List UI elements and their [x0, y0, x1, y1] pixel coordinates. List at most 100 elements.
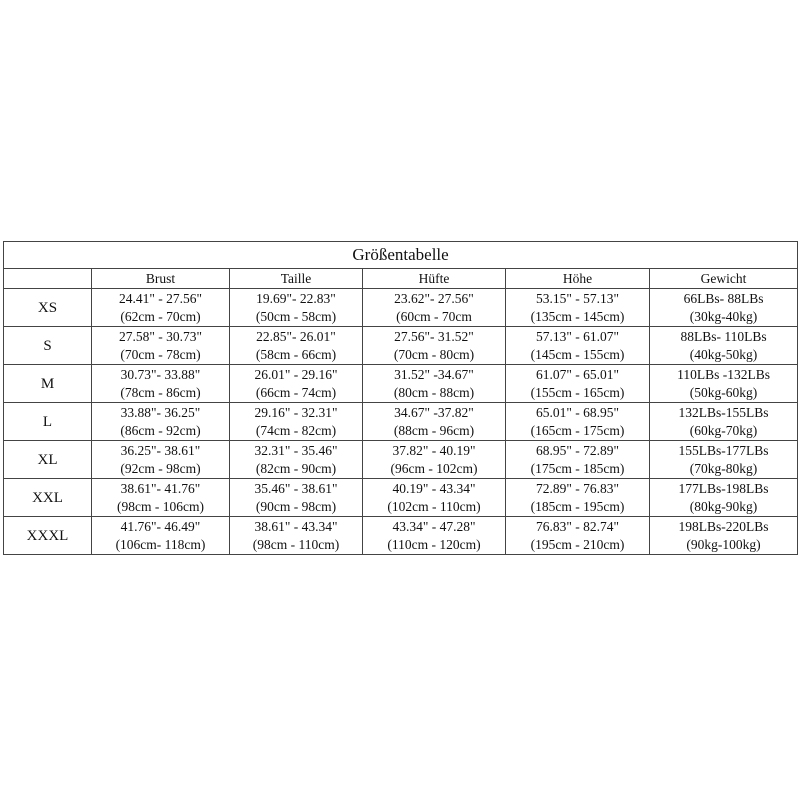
huefte-metric: (70cm - 80cm): [393, 346, 475, 362]
table-title: Größentabelle: [2, 241, 798, 269]
cell-gewicht: 155LBs-177LBs (70kg-80kg): [648, 440, 798, 479]
brust-metric: (106cm- 118cm): [115, 536, 206, 552]
taille-inches: 29.16" - 32.31": [254, 404, 338, 420]
cell-hoehe: 53.15" - 57.13" (135cm - 145cm): [505, 288, 650, 327]
taille-inches: 26.01" - 29.16": [254, 366, 338, 382]
hoehe-metric: (135cm - 145cm): [530, 308, 625, 324]
cell-huefte: 27.56"- 31.52" (70cm - 80cm): [362, 326, 506, 365]
cell-hoehe: 68.95" - 72.89" (175cm - 185cm): [505, 440, 650, 479]
size-label: L: [3, 402, 92, 441]
brust-inches: 24.41" - 27.56": [118, 290, 203, 306]
huefte-inches: 43.34" - 47.28": [392, 518, 476, 534]
gewicht-inches: 88LBs- 110LBs: [680, 328, 767, 344]
size-chart-table: Größentabelle Brust Taille Hüfte Höhe Ge…: [2, 241, 798, 555]
brust-metric: (78cm - 86cm): [120, 384, 201, 400]
size-label: S: [3, 326, 92, 365]
table-row: XL 36.25"- 38.61" (92cm - 98cm) 32.31" - 35…: [3, 440, 798, 479]
gewicht-metric: (70kg-80kg): [689, 460, 758, 476]
cell-gewicht: 110LBs -132LBs (50kg-60kg): [648, 364, 798, 403]
huefte-inches: 37.82" - 40.19": [392, 442, 476, 458]
huefte-metric: (102cm - 110cm): [387, 498, 481, 514]
huefte-metric: (80cm - 88cm): [393, 384, 475, 400]
taille-inches: 35.46" - 38.61": [254, 480, 338, 496]
gewicht-metric: (30kg-40kg): [689, 308, 758, 324]
header-brust: Brust: [91, 268, 230, 289]
gewicht-inches: 177LBs-198LBs: [678, 480, 769, 496]
cell-taille: 35.46" - 38.61" (90cm - 98cm): [229, 478, 363, 517]
cell-hoehe: 57.13" - 61.07" (145cm - 155cm): [505, 326, 650, 365]
gewicht-inches: 155LBs-177LBs: [678, 442, 769, 458]
cell-brust: 38.61"- 41.76" (98cm - 106cm): [91, 478, 230, 517]
brust-metric: (86cm - 92cm): [120, 422, 201, 438]
cell-huefte: 37.82" - 40.19" (96cm - 102cm): [362, 440, 506, 479]
cell-huefte: 43.34" - 47.28" (110cm - 120cm): [362, 516, 506, 555]
brust-metric: (62cm - 70cm): [120, 308, 201, 324]
gewicht-metric: (50kg-60kg): [689, 384, 758, 400]
cell-gewicht: 66LBs- 88LBs (30kg-40kg): [648, 288, 798, 327]
huefte-metric: (60cm - 70cm: [396, 308, 472, 324]
huefte-inches: 40.19" - 43.34": [392, 480, 476, 496]
hoehe-metric: (195cm - 210cm): [530, 536, 625, 552]
brust-metric: (98cm - 106cm): [117, 498, 204, 514]
table-row: XXL 38.61"- 41.76" (98cm - 106cm) 35.46" - …: [3, 478, 798, 517]
taille-metric: (50cm - 58cm): [255, 308, 337, 324]
cell-brust: 36.25"- 38.61" (92cm - 98cm): [91, 440, 230, 479]
cell-taille: 19.69"- 22.83" (50cm - 58cm): [229, 288, 363, 327]
table-row: M 30.73"- 33.88" (78cm - 86cm) 26.01" - 29.…: [3, 364, 798, 403]
cell-huefte: 34.67" -37.82" (88cm - 96cm): [362, 402, 506, 441]
brust-inches: 33.88"- 36.25": [120, 404, 201, 420]
cell-hoehe: 61.07" - 65.01" (155cm - 165cm): [505, 364, 650, 403]
size-label: XXXL: [3, 516, 92, 555]
cell-gewicht: 198LBs-220LBs (90kg-100kg): [648, 516, 798, 555]
header-row: Brust Taille Hüfte Höhe Gewicht: [3, 268, 798, 289]
huefte-metric: (96cm - 102cm): [390, 460, 478, 476]
brust-inches: 36.25"- 38.61": [120, 442, 201, 458]
table-row: XXXL 41.76"- 46.49" (106cm- 118cm) 38.61" -…: [3, 516, 798, 555]
hoehe-inches: 53.15" - 57.13": [535, 290, 620, 306]
hoehe-metric: (175cm - 185cm): [530, 460, 625, 476]
brust-inches: 30.73"- 33.88": [120, 366, 201, 382]
table-row: XS 24.41" - 27.56" (62cm - 70cm) 19.69"- 22…: [3, 288, 798, 327]
taille-inches: 22.85"- 26.01": [256, 328, 336, 344]
cell-taille: 38.61" - 43.34" (98cm - 110cm): [229, 516, 363, 555]
gewicht-metric: (80kg-90kg): [689, 498, 758, 514]
cell-brust: 27.58" - 30.73" (70cm - 78cm): [91, 326, 230, 365]
header-size: [3, 268, 92, 289]
cell-taille: 22.85"- 26.01" (58cm - 66cm): [229, 326, 363, 365]
size-label: M: [3, 364, 92, 403]
cell-huefte: 23.62"- 27.56" (60cm - 70cm: [362, 288, 506, 327]
taille-inches: 19.69"- 22.83": [256, 290, 336, 306]
gewicht-inches: 110LBs -132LBs: [677, 366, 770, 382]
taille-metric: (58cm - 66cm): [255, 346, 337, 362]
header-taille: Taille: [229, 268, 363, 289]
huefte-metric: (88cm - 96cm): [393, 422, 475, 438]
size-label: XL: [3, 440, 92, 479]
gewicht-inches: 132LBs-155LBs: [678, 404, 769, 420]
hoehe-inches: 76.83" - 82.74": [535, 518, 620, 534]
cell-huefte: 40.19" - 43.34" (102cm - 110cm): [362, 478, 506, 517]
hoehe-inches: 68.95" - 72.89": [535, 442, 620, 458]
size-label: XS: [3, 288, 92, 327]
gewicht-inches: 66LBs- 88LBs: [683, 290, 764, 306]
cell-gewicht: 132LBs-155LBs (60kg-70kg): [648, 402, 798, 441]
hoehe-metric: (155cm - 165cm): [530, 384, 625, 400]
gewicht-metric: (90kg-100kg): [686, 536, 761, 552]
taille-metric: (74cm - 82cm): [255, 422, 337, 438]
hoehe-inches: 61.07" - 65.01": [535, 366, 620, 382]
hoehe-metric: (185cm - 195cm): [530, 498, 625, 514]
header-gewicht: Gewicht: [648, 268, 798, 289]
cell-gewicht: 88LBs- 110LBs (40kg-50kg): [648, 326, 798, 365]
taille-inches: 38.61" - 43.34": [254, 518, 338, 534]
taille-metric: (90cm - 98cm): [255, 498, 337, 514]
huefte-inches: 23.62"- 27.56": [394, 290, 474, 306]
hoehe-inches: 72.89" - 76.83": [535, 480, 620, 496]
size-label: XXL: [3, 478, 92, 517]
huefte-inches: 27.56"- 31.52": [394, 328, 474, 344]
huefte-metric: (110cm - 120cm): [387, 536, 481, 552]
huefte-inches: 34.67" -37.82": [394, 404, 474, 420]
brust-metric: (70cm - 78cm): [120, 346, 201, 362]
brust-inches: 27.58" - 30.73": [118, 328, 203, 344]
cell-hoehe: 65.01" - 68.95" (165cm - 175cm): [505, 402, 650, 441]
huefte-inches: 31.52" -34.67": [394, 366, 474, 382]
cell-hoehe: 76.83" - 82.74" (195cm - 210cm): [505, 516, 650, 555]
